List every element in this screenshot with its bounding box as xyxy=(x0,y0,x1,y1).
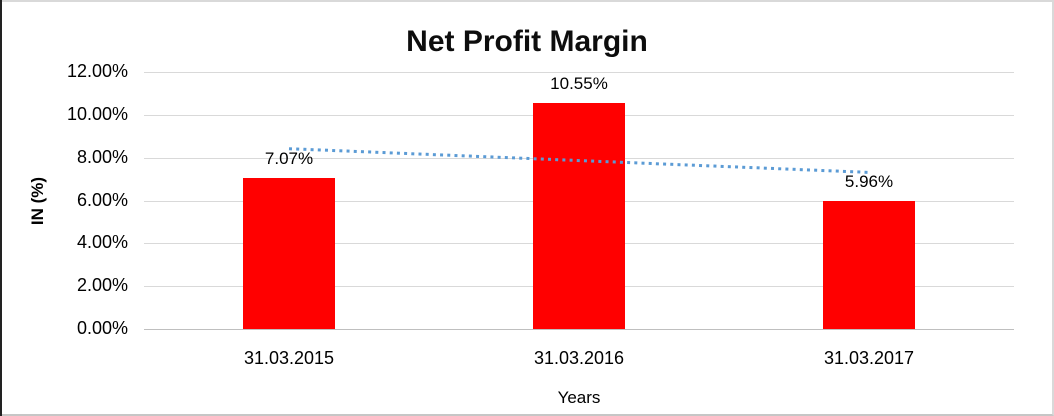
bar xyxy=(823,201,915,329)
bar-data-label: 7.07% xyxy=(264,148,314,168)
x-tick-label: 31.03.2015 xyxy=(243,348,335,368)
y-axis-title: IN (%) xyxy=(28,176,47,226)
x-axis-line xyxy=(144,329,1014,330)
x-tick-label: 31.03.2016 xyxy=(533,348,625,368)
x-axis-title: Years xyxy=(557,388,601,407)
x-tick-label: 31.03.2017 xyxy=(823,348,915,368)
y-tick-label: 10.00% xyxy=(66,104,128,124)
y-tick-label: 4.00% xyxy=(76,232,128,252)
bar xyxy=(533,103,625,329)
frame-left-edge xyxy=(0,0,2,416)
gridline xyxy=(144,72,1014,73)
y-tick-label: 12.00% xyxy=(66,61,128,81)
y-tick-label: 0.00% xyxy=(76,318,128,338)
bar xyxy=(243,177,335,329)
bar-data-label: 5.96% xyxy=(844,172,894,192)
y-tick-label: 2.00% xyxy=(76,275,128,295)
bar-data-label: 10.55% xyxy=(550,74,608,94)
chart-title: Net Profit Margin xyxy=(406,25,648,58)
y-tick-label: 8.00% xyxy=(76,147,128,167)
y-tick-label: 6.00% xyxy=(76,190,128,210)
